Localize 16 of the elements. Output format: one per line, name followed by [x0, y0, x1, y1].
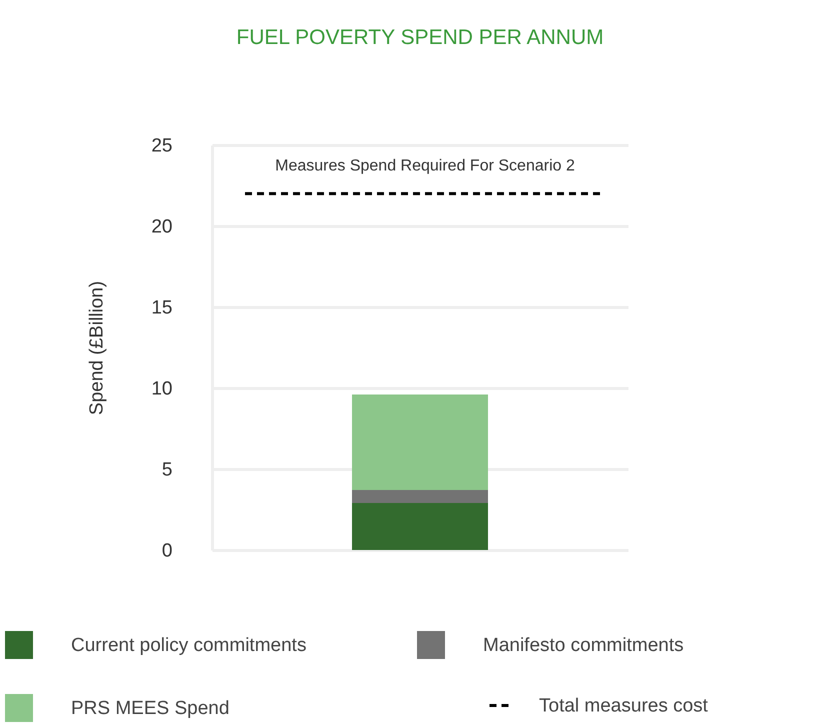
- y-tick-label: 15: [151, 298, 172, 318]
- y-tick-label: 25: [151, 136, 172, 156]
- legend-label: Current policy commitments: [71, 635, 306, 656]
- bar: [352, 490, 488, 504]
- legend-label: Manifesto commitments: [483, 635, 684, 656]
- y-tick-label: 10: [151, 378, 172, 400]
- bar: [352, 503, 488, 550]
- bar: [352, 394, 488, 490]
- legend-label: PRS MEES Spend: [71, 698, 230, 719]
- y-tick-label: 20: [151, 216, 172, 238]
- text: Total measures cost: [539, 696, 709, 716]
- y-tick-label: 5: [162, 460, 172, 480]
- y-axis-title: Spend (£Billion): [86, 280, 108, 416]
- y-tick-label: 0: [162, 540, 172, 562]
- chart-title: FUEL POVERTY SPEND PER ANNUM: [236, 26, 604, 49]
- ref-line-label: Measures Spend Required For Scenario 2: [275, 158, 575, 175]
